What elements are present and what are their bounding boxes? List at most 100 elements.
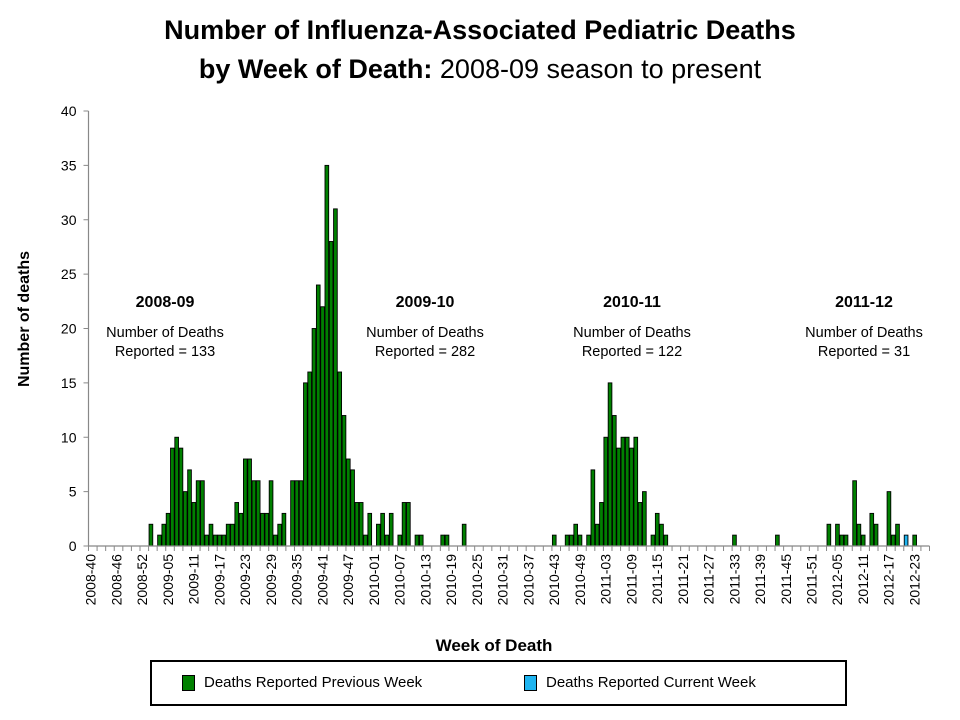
bar-previous-2009-21 [234,502,240,547]
bar-previous-2012-06 [839,534,845,547]
x-tick-label: 2009-11 [186,554,202,605]
bar-previous-2012-13 [869,512,875,547]
x-tick-label: 2011-09 [623,554,639,605]
bar-previous-2009-16 [212,534,218,547]
bar-previous-2009-50 [358,502,364,547]
bar-previous-2010-09 [406,502,411,547]
chart-title-line1: Number of Influenza-Associated Pediatric… [164,15,796,45]
x-tick-label: 2012-11 [855,554,871,605]
legend-label-current: Deaths Reported Current Week [546,674,756,691]
annotation-line1: Number of Deaths [366,325,484,341]
bar-previous-2009-47 [345,458,351,547]
bar-previous-2009-32 [281,512,287,547]
x-tick-label: 2009-35 [289,554,305,606]
y-tick-label: 40 [61,103,77,119]
x-axis-label: Week of Death [435,636,553,655]
bar-previous-2009-36 [298,480,304,547]
annotation-line2: Reported = 31 [817,344,911,360]
bar-previous-2012-19 [895,523,900,547]
bar-previous-2010-22 [461,523,467,547]
bar-previous-2009-19 [225,523,231,547]
y-tick-label: 30 [61,212,77,228]
bar-previous-2011-05 [612,415,617,547]
x-tick-label: 2011-27 [701,554,717,605]
bar-previous-2011-09 [629,447,634,547]
bar-previous-2009-03 [157,534,162,547]
bar-previous-2009-12 [195,480,201,547]
bar-previous-2009-28 [264,512,270,547]
bar-previous-2009-15 [208,523,214,547]
bar-previous-2012-17 [886,491,892,547]
bar-previous-2010-49 [577,534,583,547]
bar-previous-2012-07 [843,534,849,547]
bar-previous-2009-18 [221,534,227,547]
bar-previous-2012-03 [826,523,832,547]
y-tick-label: 10 [61,429,77,445]
x-tick-label: 2009-17 [211,554,227,606]
x-tick-label: 2010-19 [443,554,459,606]
y-tick-label: 15 [61,375,77,391]
bar-previous-2012-10 [856,523,862,547]
x-tick-label: 2012-05 [829,554,845,606]
bar-current-2012-21 [903,534,909,547]
bar-previous-2011-07 [620,436,626,547]
legend: Deaths Reported Previous Week Deaths Rep… [150,660,847,706]
bar-previous-2010-48 [573,523,579,547]
x-tick-label: 2011-03 [598,554,614,605]
bar-previous-2010-02 [376,523,381,547]
bar-previous-2009-27 [260,512,265,547]
bar-previous-2011-14 [650,534,656,547]
bar-previous-2009-23 [243,458,248,547]
chart-title-bold: by Week of Death: [198,54,433,84]
x-tick-label: 2010-01 [366,554,382,606]
bar-previous-2011-12 [642,491,647,547]
x-tick-label: 2012-17 [881,554,897,606]
x-tick-label: 2009-41 [314,554,330,606]
x-tick-label: 2010-25 [469,554,485,606]
x-tick-label: 2010-31 [495,554,511,606]
bar-previous-2009-38 [307,371,312,547]
bar-previous-2009-08 [178,447,184,547]
bar-previous-2010-46 [564,534,570,547]
bar-previous-2009-48 [350,469,355,547]
bar-previous-2009-41 [320,306,325,547]
annotation-line2: Reported = 282 [374,344,476,360]
bar-previous-2011-11 [637,502,643,547]
y-tick-label: 25 [61,266,77,282]
bar-previous-2009-37 [303,382,308,547]
bar-previous-2009-06 [170,447,175,547]
y-axis-label: Number of deaths [16,251,33,388]
chart-title-rest: 2008-09 season to present [432,54,762,84]
bar-previous-2009-05 [165,512,171,547]
annotation-line1: Number of Deaths [573,325,691,341]
bar-previous-2011-04 [607,382,613,547]
bar-previous-2009-39 [311,328,317,547]
annotation-season: 2010-11 [603,294,661,311]
bar-previous-2012-05 [835,523,840,547]
bar-previous-2009-25 [251,480,257,547]
annotation-season: 2011-12 [835,294,893,311]
bar-previous-2011-43 [775,534,780,547]
bar-previous-2009-13 [200,480,205,547]
bar-previous-2010-52 [590,469,596,547]
bar-previous-2009-04 [161,523,167,547]
bar-previous-2009-45 [337,371,343,547]
annotation-season: 2008-09 [135,294,195,311]
bar-previous-2010-05 [388,512,394,547]
bar-previous-2009-01 [148,523,154,547]
bar-previous-2010-11 [414,534,420,547]
bar-previous-2012-18 [890,534,896,547]
bar-previous-2010-08 [401,502,407,547]
bar-previous-2011-33 [732,534,737,547]
bar-previous-2009-26 [255,480,261,547]
x-tick-label: 2009-23 [237,554,253,606]
bar-previous-2009-30 [273,534,278,547]
x-tick-label: 2009-47 [340,554,356,606]
x-tick-label: 2010-07 [392,554,408,606]
annotation-line1: Number of Deaths [805,325,923,341]
bar-previous-2011-10 [633,436,639,547]
x-tick-label: 2009-05 [160,554,176,606]
x-tick-label: 2011-51 [804,554,820,605]
bar-previous-2012-23 [912,534,917,547]
